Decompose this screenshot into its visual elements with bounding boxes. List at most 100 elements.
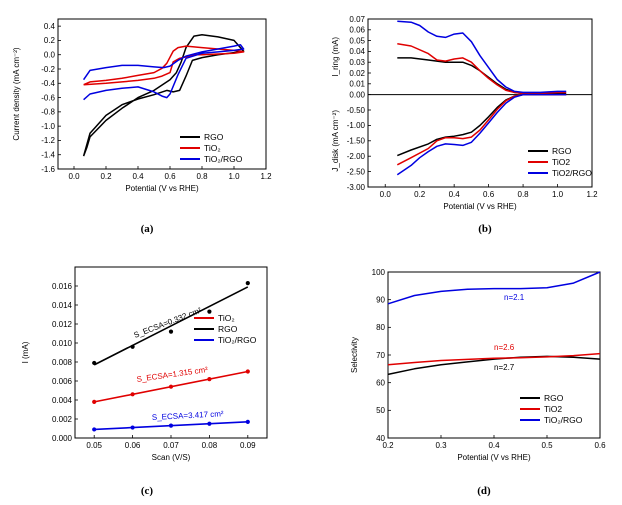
x-tick-label: 0.2 bbox=[414, 190, 426, 199]
series-line bbox=[387, 355, 601, 376]
x-tick-label: 0.07 bbox=[163, 441, 179, 450]
y-tick-label: 0.012 bbox=[52, 320, 73, 329]
legend-label: TiO2 bbox=[552, 157, 570, 167]
legend-label: RGO bbox=[544, 393, 564, 403]
y-tick-label: 0.4 bbox=[44, 22, 56, 31]
y-tick-label: 60 bbox=[376, 378, 385, 387]
x-tick-label: 0.6 bbox=[483, 190, 495, 199]
legend-label: RGO bbox=[204, 132, 224, 142]
y-tick-label: -0.8 bbox=[41, 108, 55, 117]
x-tick-label: 0.2 bbox=[100, 172, 112, 181]
panel-a: 0.0 0.2 0.4 0.6 0.8 1.0 1.2 0.4 0.2 0.0 -0.2 -0.4 -0… bbox=[12, 18, 272, 235]
series-line bbox=[83, 45, 245, 86]
y-tick-label: 0.004 bbox=[52, 396, 73, 405]
y-tick-label: 80 bbox=[376, 323, 385, 332]
legend-label: TiO₂/RGO bbox=[544, 415, 583, 425]
fit-line bbox=[93, 286, 249, 366]
x-tick-label: 1.2 bbox=[260, 172, 272, 181]
y-tick-label: 0.04 bbox=[349, 47, 365, 56]
data-point bbox=[168, 329, 174, 334]
legend-label: RGO bbox=[218, 324, 238, 334]
y-tick-label: 0.006 bbox=[52, 377, 73, 386]
y-axis-label: Selectivity bbox=[350, 337, 359, 373]
data-point bbox=[245, 419, 250, 424]
x-tick-label: 0.4 bbox=[488, 441, 500, 450]
x-tick-label: 0.5 bbox=[541, 441, 553, 450]
data-point bbox=[207, 377, 212, 382]
n-annotation: n=2.1 bbox=[504, 293, 525, 302]
y-tick-label: 0.03 bbox=[349, 58, 365, 67]
y-tick-label: 0.00 bbox=[349, 90, 365, 99]
x-axis-label: Scan (V/S) bbox=[152, 453, 191, 462]
x-tick-label: 0.2 bbox=[382, 441, 394, 450]
data-point bbox=[92, 360, 97, 366]
y-tick-label: 0.02 bbox=[349, 69, 365, 78]
y-axis-label: Current density (mA cm⁻²) bbox=[12, 47, 21, 140]
series-line bbox=[397, 20, 567, 94]
y-tick-label: -1.4 bbox=[41, 151, 55, 160]
legend-label: TiO₂ bbox=[204, 143, 221, 153]
y-tick-label: 0.010 bbox=[52, 339, 73, 348]
x-axis-label: Potential (V vs RHE) bbox=[443, 202, 517, 211]
x-tick-label: 0.05 bbox=[86, 441, 102, 450]
data-point bbox=[207, 421, 212, 426]
panel-b: 0.0 0.2 0.4 0.6 0.8 1.0 1.2 0.07 0.060.05 0.04 0.0… bbox=[331, 15, 598, 235]
x-tick-label: 0.8 bbox=[518, 190, 530, 199]
y-tick-label: 50 bbox=[376, 406, 385, 415]
x-tick-label: 0.0 bbox=[68, 172, 80, 181]
data-point bbox=[207, 309, 212, 314]
plot-frame bbox=[57, 18, 267, 170]
y-tick-label: 0.01 bbox=[349, 80, 365, 89]
legend-label: TiO₂/RGO bbox=[204, 154, 243, 164]
data-point bbox=[130, 344, 135, 349]
data-point bbox=[92, 399, 97, 404]
legend-label: RGO bbox=[552, 146, 572, 156]
x-axis-label: Potential (V vs RHE) bbox=[125, 184, 199, 193]
x-tick-label: 0.08 bbox=[202, 441, 218, 450]
x-axis-label: Potential (V vs RHE) bbox=[457, 453, 531, 462]
x-tick-label: 0.4 bbox=[449, 190, 461, 199]
y-axis-label-disk: J_disk (mA cm⁻²) bbox=[331, 110, 340, 172]
y-axis-label-ring: I_ring (mA) bbox=[331, 37, 340, 77]
x-tick-label: 0.0 bbox=[380, 190, 392, 199]
y-tick-label: -0.2 bbox=[41, 65, 55, 74]
x-tick-label: 0.4 bbox=[132, 172, 144, 181]
y-tick-label: -0.50 bbox=[347, 106, 366, 115]
ecsa-annotation: S_ECSA=0.332 cm² bbox=[132, 306, 203, 340]
y-axis-label: I (mA) bbox=[21, 341, 30, 363]
legend-label: TiO2/RGO bbox=[552, 168, 592, 178]
y-tick-label: 0.2 bbox=[44, 36, 56, 45]
x-tick-label: 1.0 bbox=[228, 172, 240, 181]
plot-frame bbox=[367, 18, 593, 188]
panel-label: (d) bbox=[477, 485, 491, 497]
x-tick-label: 0.06 bbox=[125, 441, 141, 450]
y-tick-label: -0.6 bbox=[41, 93, 55, 102]
plot-frame bbox=[387, 271, 601, 439]
y-tick-label: 0.06 bbox=[349, 26, 365, 35]
panel-c: 0.05 0.06 0.07 0.08 0.09 0.000 0.002 0.004 0.006… bbox=[21, 266, 268, 497]
y-tick-label: -0.4 bbox=[41, 79, 55, 88]
data-point bbox=[245, 369, 250, 374]
y-tick-label: -1.00 bbox=[347, 121, 366, 130]
legend-label: TiO₂ bbox=[218, 313, 235, 323]
panel-label: (a) bbox=[141, 223, 154, 235]
series-line bbox=[82, 33, 245, 157]
y-tick-label: 0.016 bbox=[52, 282, 73, 291]
y-tick-label: -2.50 bbox=[347, 167, 366, 176]
data-point bbox=[92, 427, 97, 432]
y-tick-label: 70 bbox=[376, 351, 385, 360]
x-tick-label: 0.3 bbox=[435, 441, 447, 450]
y-tick-label: 0.0 bbox=[44, 51, 56, 60]
data-point bbox=[130, 425, 135, 430]
y-tick-label: -3.00 bbox=[347, 183, 366, 192]
data-point bbox=[168, 384, 174, 389]
x-tick-label: 0.6 bbox=[594, 441, 606, 450]
x-tick-label: 1.2 bbox=[586, 190, 598, 199]
series-line bbox=[387, 352, 601, 366]
legend-label: TiO₂/RGO bbox=[218, 335, 257, 345]
series-line bbox=[387, 271, 601, 305]
series-line bbox=[82, 43, 245, 101]
panel-d: 0.2 0.3 0.4 0.5 0.6 40 50 60 70 80 90 100 Potential … bbox=[350, 268, 606, 497]
y-tick-label: 0.05 bbox=[349, 36, 365, 45]
